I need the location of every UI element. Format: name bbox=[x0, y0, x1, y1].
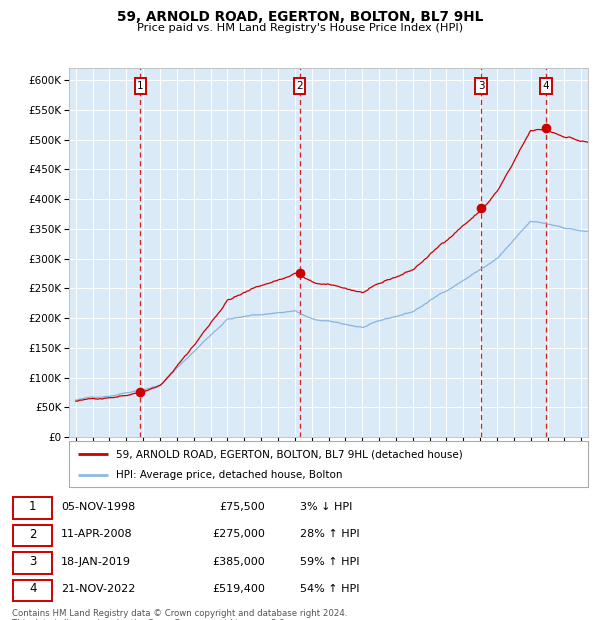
Text: Contains HM Land Registry data © Crown copyright and database right 2024.
This d: Contains HM Land Registry data © Crown c… bbox=[12, 609, 347, 620]
Text: 05-NOV-1998: 05-NOV-1998 bbox=[61, 502, 135, 512]
Text: 3% ↓ HPI: 3% ↓ HPI bbox=[300, 502, 352, 512]
Text: 2: 2 bbox=[29, 528, 37, 541]
Text: 59% ↑ HPI: 59% ↑ HPI bbox=[300, 557, 359, 567]
Text: 59, ARNOLD ROAD, EGERTON, BOLTON, BL7 9HL (detached house): 59, ARNOLD ROAD, EGERTON, BOLTON, BL7 9H… bbox=[116, 449, 463, 459]
Text: 21-NOV-2022: 21-NOV-2022 bbox=[61, 584, 136, 594]
Text: 4: 4 bbox=[29, 582, 37, 595]
Text: 59, ARNOLD ROAD, EGERTON, BOLTON, BL7 9HL: 59, ARNOLD ROAD, EGERTON, BOLTON, BL7 9H… bbox=[117, 10, 483, 24]
FancyBboxPatch shape bbox=[69, 441, 588, 487]
Text: £275,000: £275,000 bbox=[212, 529, 265, 539]
Text: HPI: Average price, detached house, Bolton: HPI: Average price, detached house, Bolt… bbox=[116, 471, 342, 480]
Text: 1: 1 bbox=[29, 500, 37, 513]
Text: 3: 3 bbox=[29, 555, 37, 568]
FancyBboxPatch shape bbox=[13, 525, 52, 546]
Text: 1: 1 bbox=[137, 81, 144, 91]
Text: £519,400: £519,400 bbox=[212, 584, 265, 594]
Text: £385,000: £385,000 bbox=[212, 557, 265, 567]
Text: 4: 4 bbox=[542, 81, 549, 91]
Text: Price paid vs. HM Land Registry's House Price Index (HPI): Price paid vs. HM Land Registry's House … bbox=[137, 23, 463, 33]
Text: 18-JAN-2019: 18-JAN-2019 bbox=[61, 557, 131, 567]
Text: 28% ↑ HPI: 28% ↑ HPI bbox=[300, 529, 359, 539]
Text: 11-APR-2008: 11-APR-2008 bbox=[61, 529, 133, 539]
FancyBboxPatch shape bbox=[13, 580, 52, 601]
Text: 2: 2 bbox=[296, 81, 303, 91]
Text: 54% ↑ HPI: 54% ↑ HPI bbox=[300, 584, 359, 594]
FancyBboxPatch shape bbox=[13, 552, 52, 574]
Text: 3: 3 bbox=[478, 81, 484, 91]
FancyBboxPatch shape bbox=[13, 497, 52, 519]
Text: £75,500: £75,500 bbox=[220, 502, 265, 512]
